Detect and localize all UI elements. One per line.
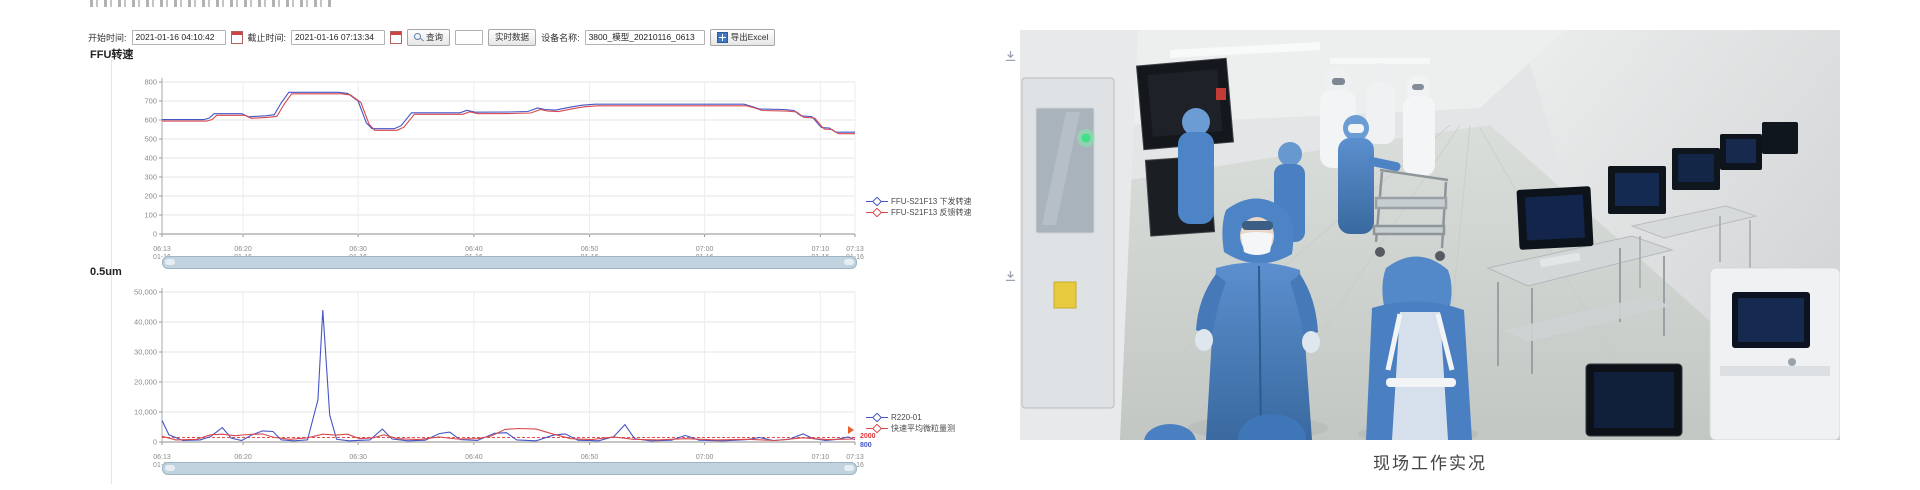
worker-mid-left (1178, 108, 1214, 224)
particle-count-chart: 50,00040,00030,00020,00010,000006:1301-1… (134, 288, 864, 470)
legend-label: FFU-S21F13 下发转速 (891, 197, 972, 206)
svg-text:07:10: 07:10 (812, 246, 830, 253)
start-time-label: 开始时间: (88, 32, 127, 43)
inspection-machine (1709, 267, 1840, 440)
search-icon (414, 32, 423, 42)
svg-text:06:30: 06:30 (349, 246, 367, 253)
worker-foreground-back (1366, 256, 1472, 440)
green-indicator-light (1081, 133, 1091, 143)
start-time-input[interactable] (131, 29, 226, 45)
face-mask (1241, 232, 1273, 255)
panel-divider (111, 60, 112, 484)
scrollbar-left-cap[interactable] (165, 464, 175, 471)
realtime-data-button[interactable]: 实时数据 (488, 28, 537, 46)
red-indicator (1216, 88, 1226, 100)
cleanroom-photo (1020, 30, 1840, 440)
svg-text:06:50: 06:50 (581, 454, 599, 461)
svg-text:06:13: 06:13 (153, 454, 171, 461)
download-icon[interactable] (1004, 270, 1017, 283)
scrollbar-right-cap[interactable] (844, 258, 854, 265)
alarm-marker (848, 426, 854, 434)
svg-text:30,000: 30,000 (134, 348, 157, 357)
svg-text:100: 100 (144, 211, 157, 220)
device-name-input[interactable] (584, 29, 705, 45)
svg-text:500: 500 (144, 135, 157, 144)
worker-with-cart (1338, 115, 1449, 261)
legend-label: R220-01 (891, 413, 922, 422)
svg-text:0: 0 (153, 438, 157, 447)
worker-foreground-front (1195, 198, 1320, 440)
chart2-title: 0.5um (90, 266, 122, 278)
svg-text:07:10: 07:10 (812, 454, 830, 461)
svg-text:300: 300 (144, 173, 157, 182)
scrollbar-right-cap[interactable] (844, 464, 854, 471)
svg-text:700: 700 (144, 97, 157, 106)
svg-text:0: 0 (153, 230, 157, 239)
chart2-legend: R220-01 快速平均微粒量测 (866, 412, 955, 434)
chart1-title: FFU转速 (90, 49, 134, 61)
worker-hood-bottom (1144, 424, 1196, 440)
door (1021, 77, 1115, 409)
trolley (1372, 168, 1449, 261)
equipment-benches (1486, 205, 1758, 374)
last-value-labels: 2000 800 (860, 433, 876, 450)
svg-text:06:40: 06:40 (465, 454, 483, 461)
device-name-label: 设备名称: (541, 32, 580, 43)
svg-text:07:13: 07:13 (846, 246, 864, 253)
svg-text:40,000: 40,000 (134, 318, 157, 327)
svg-text:07:00: 07:00 (696, 246, 714, 253)
chart1-legend: FFU-S21F13 下发转速 FFU-S21F13 反馈转速 (866, 196, 971, 218)
legend-item: FFU-S21F13 反馈转速 (866, 207, 971, 218)
legend-item: FFU-S21F13 下发转速 (866, 196, 971, 207)
end-time-input[interactable] (291, 29, 386, 45)
svg-text:200: 200 (144, 192, 157, 201)
svg-text:50,000: 50,000 (134, 288, 157, 297)
last-value-red: 2000 (860, 433, 876, 440)
query-button[interactable]: 查询 (407, 28, 451, 46)
svg-text:600: 600 (144, 116, 157, 125)
svg-text:06:20: 06:20 (234, 454, 252, 461)
equipment-monitors (1516, 122, 1798, 250)
svg-text:06:30: 06:30 (349, 454, 367, 461)
download-icon[interactable] (1004, 50, 1017, 63)
svg-text:06:20: 06:20 (234, 246, 252, 253)
svg-text:07:13: 07:13 (846, 454, 864, 461)
query-toolbar: 开始时间: 截止时间: 查询 实时数据 设备名称: 导出Excel (88, 28, 776, 46)
end-time-label: 截止时间: (247, 32, 287, 43)
export-excel-button[interactable]: 导出Excel (709, 28, 776, 46)
svg-text:06:13: 06:13 (153, 246, 171, 253)
monitoring-panel: 开始时间: 截止时间: 查询 实时数据 设备名称: 导出Excel FFU转速 (88, 26, 1023, 488)
legend-label: 快速平均微粒量测 (891, 424, 955, 433)
warning-sign (1053, 281, 1077, 309)
svg-text:400: 400 (144, 154, 157, 163)
apron (1392, 312, 1448, 440)
svg-text:800: 800 (144, 78, 157, 87)
svg-text:07:00: 07:00 (696, 454, 714, 461)
chart2-scrollbar[interactable] (162, 462, 857, 475)
blank-field[interactable] (455, 29, 484, 45)
photo-caption: 现场工作实况 (1373, 454, 1487, 473)
chart1-scrollbar[interactable] (162, 256, 857, 269)
worker-hood-bottom (1238, 414, 1306, 440)
scrollbar-left-cap[interactable] (165, 258, 175, 265)
svg-text:06:50: 06:50 (581, 246, 599, 253)
svg-text:06:40: 06:40 (465, 246, 483, 253)
legend-item: 快速平均微粒量测 (866, 423, 955, 434)
excel-icon (716, 31, 728, 43)
floor-monitor (1585, 363, 1683, 437)
calendar-icon[interactable] (230, 30, 243, 44)
legend-label: FFU-S21F13 反馈转速 (891, 208, 972, 217)
svg-text:10,000: 10,000 (134, 408, 157, 417)
cropped-header-text (90, 0, 332, 7)
calendar-icon[interactable] (390, 30, 403, 44)
last-value-blue: 800 (860, 441, 872, 449)
svg-text:20,000: 20,000 (134, 378, 157, 387)
svg-text:01-16: 01-16 (153, 254, 171, 261)
legend-item: R220-01 (866, 412, 955, 423)
